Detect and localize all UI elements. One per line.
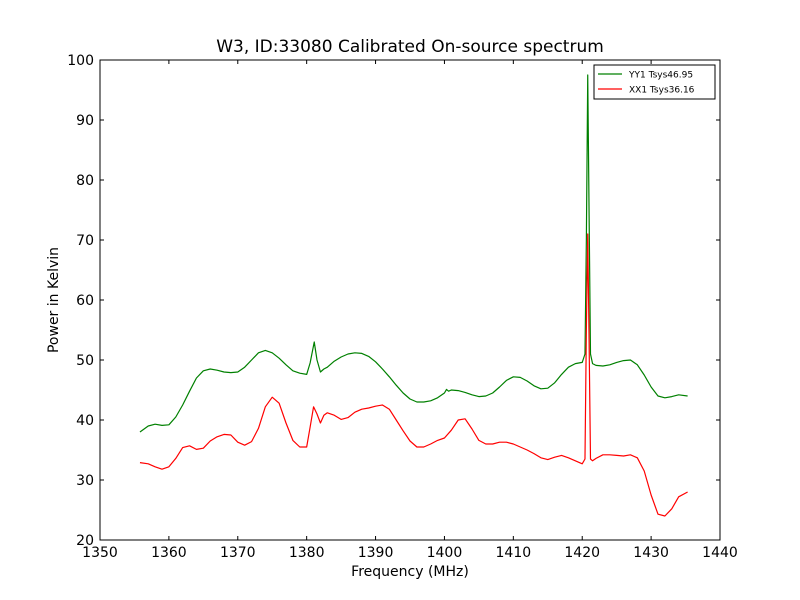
x-axis-label: Frequency (MHz) [351,564,469,580]
y-tick-label: 50 [76,353,94,369]
x-axis: 1350 1360 1370 1380 1390 1400 1410 1420 1430 1440 [82,60,738,561]
x-tick-label: 1440 [702,545,738,561]
legend-box [593,64,716,100]
x-tick-label: 1350 [82,545,118,561]
y-tick-label: 100 [67,53,94,69]
y-tick-label: 60 [76,293,94,309]
x-tick-label: 1380 [289,545,325,561]
y-tick-label: 70 [76,233,94,249]
legend: YY1 Tsys46.95 XX1 Tsys36.16 [593,64,716,100]
y-axis: 20 30 40 50 60 70 80 90 100 [67,53,720,549]
x-tick-label: 1430 [633,545,669,561]
x-tick-label: 1390 [358,545,394,561]
series-line-yy1 [139,74,688,433]
y-tick-label: 90 [76,113,94,129]
y-tick-label: 30 [76,473,94,489]
series-line-xx1 [139,233,688,517]
y-tick-label: 40 [76,413,94,429]
plot-area [99,59,721,541]
y-axis-label: Power in Kelvin [46,247,62,353]
legend-label-yy1: YY1 Tsys46.95 [628,71,693,81]
x-tick-label: 1360 [151,545,187,561]
x-tick-label: 1420 [564,545,600,561]
chart-title: W3, ID:33080 Calibrated On-source spectr… [216,37,604,57]
x-tick-label: 1410 [496,545,532,561]
y-tick-label: 20 [76,533,94,549]
series-layer [139,74,688,517]
x-tick-label: 1400 [427,545,463,561]
y-tick-label: 80 [76,173,94,189]
legend-label-xx1: XX1 Tsys36.16 [629,86,695,96]
axes-background [100,60,720,540]
x-tick-label: 1370 [220,545,256,561]
